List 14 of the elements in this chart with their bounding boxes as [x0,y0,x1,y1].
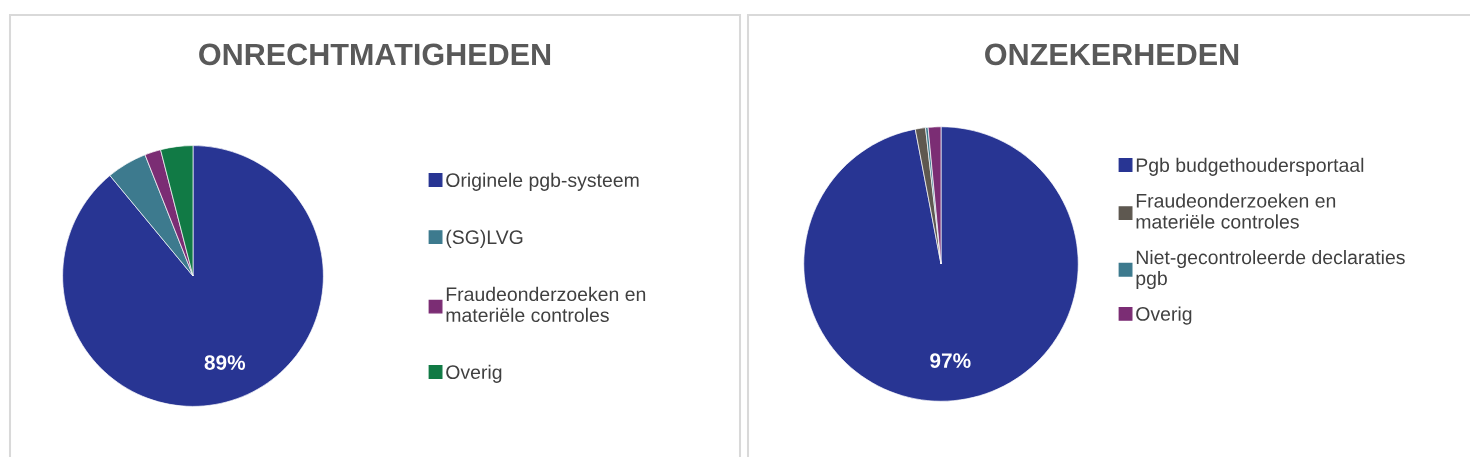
legend-label: Pgb budgethoudersportaal [1136,157,1364,176]
data-label: 97% [930,353,971,368]
pie-slice [803,126,1079,402]
legend-label: Fraudeonderzoeken en materiële controles [1136,193,1336,229]
chart-title: ONZEKERHEDEN [985,43,1239,66]
legend-label: (SG)LVG [446,229,523,248]
data-label: 89% [204,355,246,370]
chart-title: ONRECHTMATIGHEDEN [199,43,551,66]
legend-label: Overig [1136,306,1192,325]
legend-label: Fraudeonderzoeken en materiële controles [446,286,646,323]
legend-label: Niet-gecontroleerde declaraties pgb [1136,249,1405,290]
pie-slice [62,145,324,407]
legend-label: Originele pgb-systeem [446,172,639,191]
legend-label: Overig [446,364,502,383]
